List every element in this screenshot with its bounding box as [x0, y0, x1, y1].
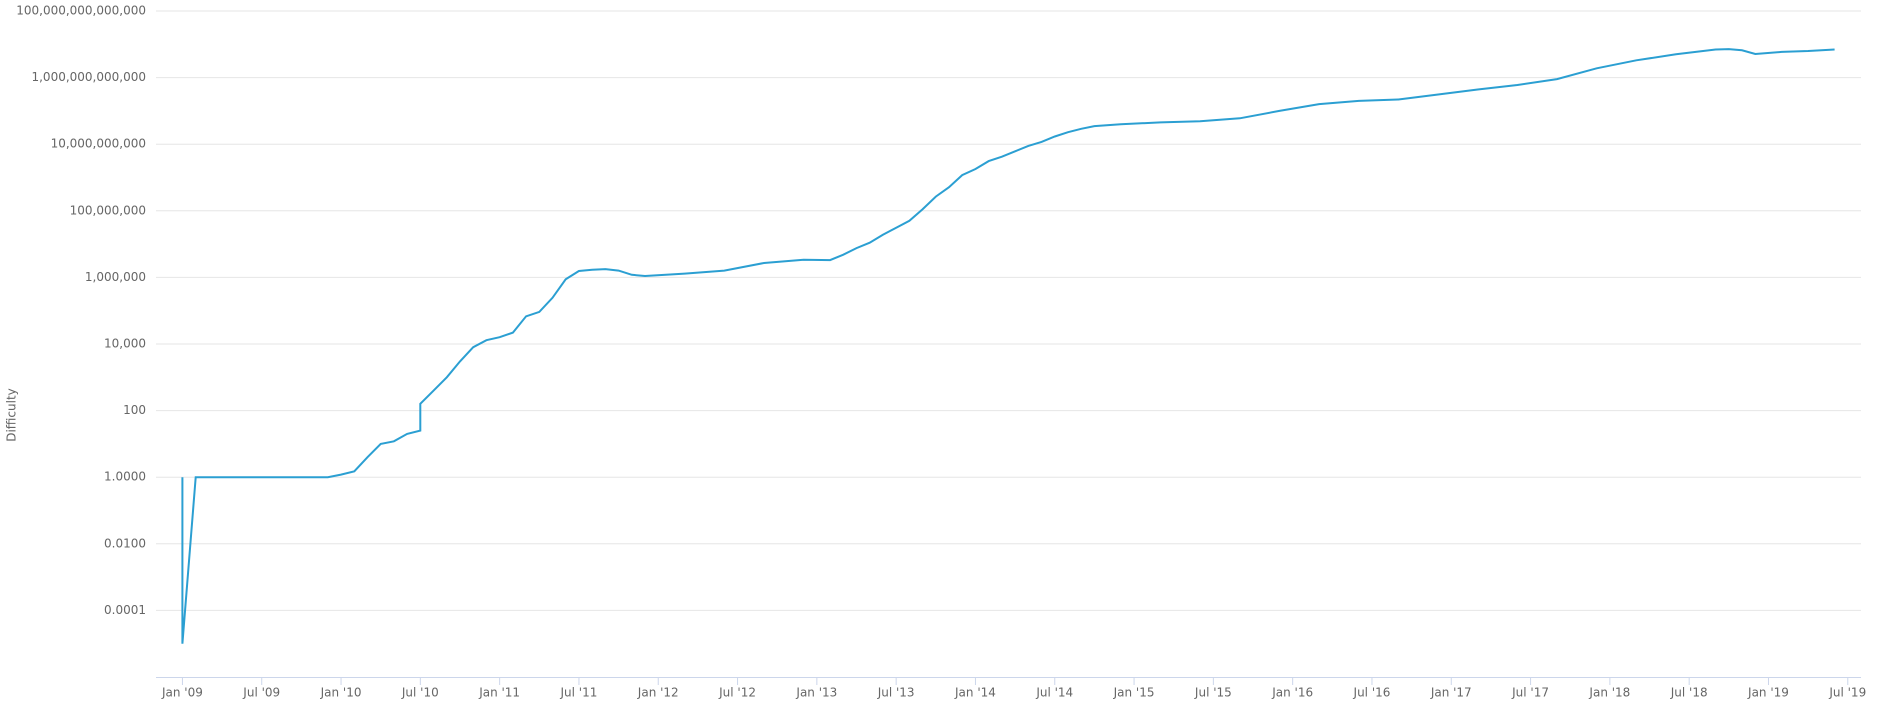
y-tick-label: 0.0001 — [104, 603, 146, 617]
y-tick-label: 1.0000 — [104, 470, 146, 484]
y-axis-title: Difficulty — [5, 388, 19, 442]
y-tick-label: 1,000,000,000,000 — [31, 70, 146, 84]
x-tick-label: Jan '17 — [1430, 686, 1472, 700]
y-tick-label: 10,000,000,000 — [51, 137, 146, 151]
y-tick-label: 100 — [123, 403, 146, 417]
y-tick-label: 100,000,000,000,000 — [16, 4, 146, 18]
y-tick-label: 1,000,000 — [85, 270, 146, 284]
x-tick-label: Jan '14 — [954, 686, 996, 700]
x-tick-label: Jan '13 — [795, 686, 837, 700]
x-tick-label: Jul '10 — [401, 686, 439, 700]
x-tick-label: Jan '11 — [478, 686, 520, 700]
x-tick-label: Jul '14 — [1035, 686, 1073, 700]
y-tick-label: 0.0100 — [104, 536, 146, 550]
x-tick-label: Jul '13 — [877, 686, 915, 700]
x-tick-label: Jul '12 — [718, 686, 756, 700]
x-tick-label: Jul '15 — [1194, 686, 1232, 700]
x-tick-label: Jul '19 — [1828, 686, 1866, 700]
y-tick-label: 100,000,000 — [70, 203, 146, 217]
x-tick-label: Jul '11 — [560, 686, 598, 700]
x-tick-label: Jan '19 — [1747, 686, 1789, 700]
x-tick-label: Jan '18 — [1588, 686, 1630, 700]
series-line — [181, 48, 1835, 644]
x-tick-label: Jul '17 — [1511, 686, 1549, 700]
y-tick-label: 10,000 — [104, 337, 146, 351]
x-tick-label: Jul '18 — [1670, 686, 1708, 700]
x-tick-label: Jan '10 — [320, 686, 362, 700]
x-tick-label: Jul '09 — [242, 686, 280, 700]
x-tick-label: Jan '15 — [1113, 686, 1155, 700]
x-tick-label: Jan '09 — [161, 686, 203, 700]
x-tick-label: Jul '16 — [1353, 686, 1391, 700]
x-tick-label: Jan '12 — [637, 686, 679, 700]
x-tick-label: Jan '16 — [1271, 686, 1313, 700]
